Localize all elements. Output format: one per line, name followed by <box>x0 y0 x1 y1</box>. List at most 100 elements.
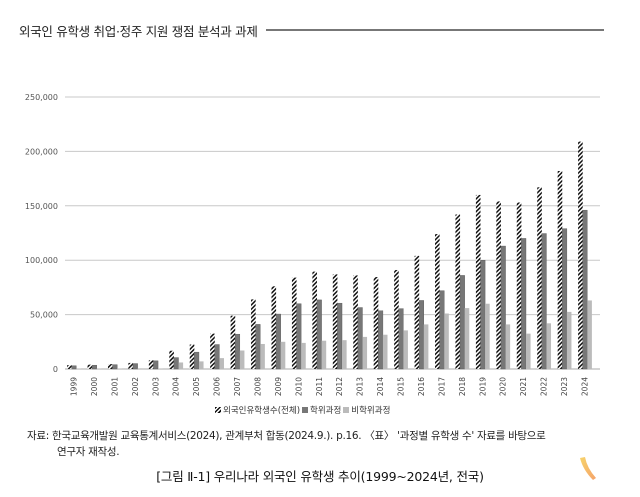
x-tick-label: 2002 <box>131 377 140 396</box>
bar-group-2000 <box>87 364 102 370</box>
bar <box>357 307 363 370</box>
y-tick-label: 150,000 <box>25 202 58 211</box>
bar <box>353 275 358 369</box>
bar-group-2010 <box>291 277 306 370</box>
bar-group-2023 <box>557 170 572 370</box>
bar <box>239 350 245 369</box>
bar <box>439 290 445 370</box>
bar <box>537 187 542 369</box>
bar <box>189 344 195 369</box>
bar <box>480 259 486 370</box>
bar <box>137 368 143 369</box>
x-tick-label: 2022 <box>540 377 549 396</box>
bar <box>107 364 113 369</box>
bar-group-2004 <box>169 350 184 370</box>
bar <box>378 310 384 370</box>
x-tick-label: 2012 <box>335 377 344 396</box>
header-divider <box>265 29 604 31</box>
chart-legend: 외국인유학생수(전체) 학위과정 비학위과정 <box>215 404 390 416</box>
page-header: 외국인 유학생 취업·정주 지원 쟁점 분석과 과제 <box>19 20 604 40</box>
bar <box>271 286 277 369</box>
bar <box>464 308 470 369</box>
bar <box>275 313 281 370</box>
x-tick-label: 2015 <box>397 377 406 396</box>
bar-group-2016 <box>414 255 429 370</box>
bar <box>521 238 527 370</box>
x-tick-label: 2021 <box>519 377 528 396</box>
bar <box>316 299 322 370</box>
bar <box>235 333 241 370</box>
bar <box>173 357 179 370</box>
legend-item-nondegree: 비학위과정 <box>343 404 390 416</box>
bar-group-2014 <box>373 277 388 370</box>
hatched-swatch-icon <box>215 407 221 413</box>
bar <box>214 344 220 370</box>
bar <box>516 202 522 369</box>
bar <box>362 336 368 369</box>
bar <box>418 300 424 370</box>
bar <box>148 360 154 369</box>
bar <box>475 194 481 369</box>
bar-group-2009 <box>271 286 286 370</box>
bar <box>398 308 404 370</box>
bar-group-2018 <box>455 214 470 370</box>
bar <box>230 315 236 369</box>
bar <box>280 341 286 369</box>
legend-label-degree: 학위과정 <box>310 406 342 416</box>
bar <box>117 368 122 369</box>
bar <box>566 311 572 369</box>
bar <box>198 361 204 369</box>
source-line-1: 자료: 한국교육개발원 교육통계서비스(2024), 관계부처 합동(2024.… <box>27 430 546 442</box>
x-tick-label: 2008 <box>253 377 262 396</box>
y-tick-label: 50,000 <box>30 311 58 320</box>
bar-chart: 0 50,000 100,000 150,000 200,000 250,000 1999… <box>0 80 640 420</box>
bar-group-2021 <box>516 202 531 370</box>
bar <box>423 324 429 369</box>
bar <box>505 324 511 369</box>
x-tick-label: 2005 <box>192 377 201 396</box>
source-note: 자료: 한국교육개발원 교육통계서비스(2024), 관계부처 합동(2024.… <box>27 428 627 460</box>
bar-group-2007 <box>230 315 245 370</box>
x-tick-label: 2007 <box>233 377 242 396</box>
bar <box>321 340 327 369</box>
x-tick-label: 2023 <box>560 377 569 396</box>
bar <box>546 323 552 369</box>
legend-label-total: 외국인유학생수(전체) <box>223 406 301 416</box>
bar-group-2020 <box>496 201 511 370</box>
bar <box>301 342 306 369</box>
bar-group-2001 <box>107 364 122 370</box>
bar <box>403 330 408 369</box>
bar <box>91 364 97 370</box>
bar-group-2002 <box>128 362 143 370</box>
bar <box>169 350 174 369</box>
x-axis: 1999 2000 2001 2002 2003 2004 2005 2006 2007 2008… <box>70 377 590 396</box>
x-tick-label: 2013 <box>356 377 365 396</box>
x-tick-label: 2014 <box>376 377 385 396</box>
bar <box>500 245 506 370</box>
x-tick-label: 2016 <box>417 377 426 396</box>
bar <box>178 362 184 369</box>
bar <box>251 299 256 369</box>
bar <box>219 358 224 369</box>
x-tick-label: 2004 <box>172 377 181 396</box>
bar-group-2024 <box>578 141 592 370</box>
legend-item-degree: 학위과정 <box>302 404 341 416</box>
bar <box>260 343 265 369</box>
bar <box>459 275 465 370</box>
legend-item-total: 외국인유학생수(전체) <box>215 404 300 416</box>
x-tick-label: 2003 <box>151 377 160 396</box>
bar <box>444 313 449 369</box>
section-title: 외국인 유학생 취업·정주 지원 쟁점 분석과 과제 <box>19 23 258 39</box>
bar <box>394 269 399 369</box>
bar <box>194 351 200 370</box>
bar <box>582 209 588 370</box>
bars <box>67 141 592 370</box>
legend-label-nondegree: 비학위과정 <box>351 406 391 416</box>
dark-gray-swatch-icon <box>302 407 309 413</box>
bar-group-2011 <box>312 271 327 370</box>
x-tick-label: 2009 <box>274 377 283 396</box>
bar <box>342 340 347 369</box>
bar-group-1999 <box>67 365 81 370</box>
bar-group-2015 <box>394 269 408 370</box>
bar <box>496 201 501 369</box>
